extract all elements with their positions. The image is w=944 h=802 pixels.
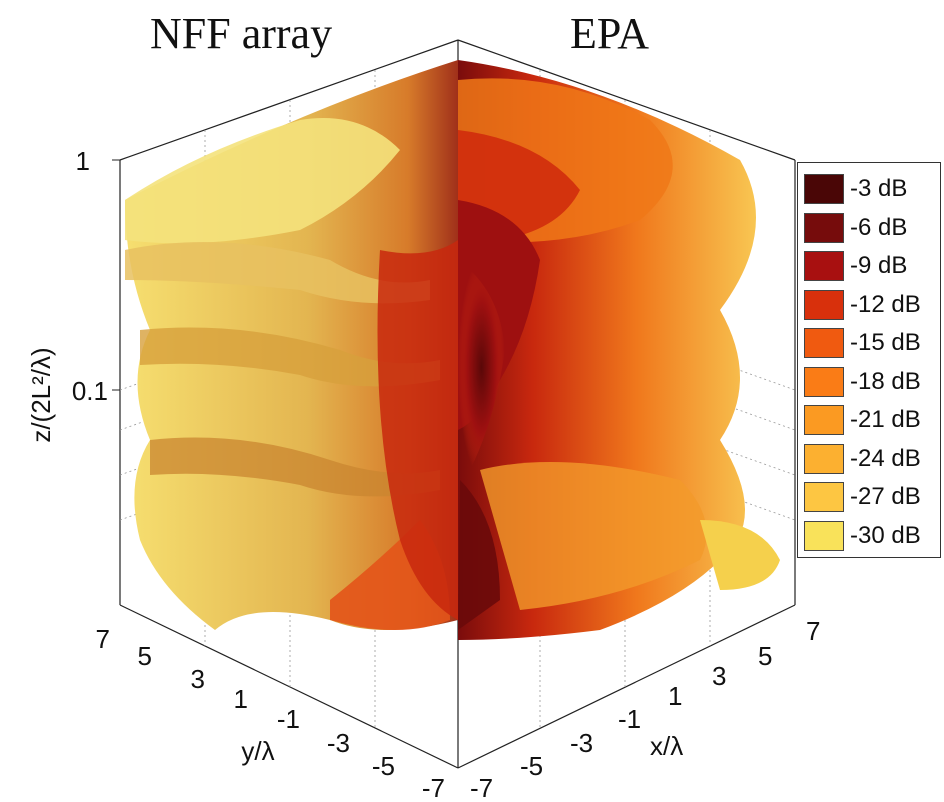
- legend-item: -30 dB: [804, 518, 921, 554]
- y-tick-label: -5: [372, 751, 395, 781]
- y-tick-label: 5: [138, 641, 152, 671]
- x-tick-label: -3: [570, 728, 593, 758]
- x-tick-label: -7: [470, 773, 493, 802]
- x-tick-label: 3: [712, 661, 726, 691]
- epa-isosurfaces: [458, 60, 780, 640]
- legend-label: -3 dB: [850, 175, 908, 202]
- legend-item: -6 dB: [804, 210, 907, 246]
- legend-item: -3 dB: [804, 171, 907, 207]
- legend-swatch: [804, 443, 844, 474]
- z-tick-label: 1: [76, 146, 90, 176]
- legend-label: -30 dB: [850, 521, 921, 549]
- y-tick-label: -3: [327, 728, 350, 758]
- legend-item: -12 dB: [804, 287, 921, 323]
- legend-label: -12 dB: [850, 290, 921, 318]
- legend-label: -15 dB: [850, 329, 921, 356]
- y-tick-label: 7: [96, 624, 110, 654]
- y-tick-label: -1: [277, 704, 300, 734]
- legend-label: -18 dB: [850, 367, 921, 395]
- panel-title-epa: EPA: [570, 9, 650, 58]
- y-tick-label: 3: [191, 664, 205, 694]
- y-axis-label: y/λ: [241, 736, 274, 766]
- legend-item: -18 dB: [804, 364, 921, 400]
- x-tick-label: 1: [668, 681, 682, 711]
- y-tick-label: -7: [422, 773, 445, 802]
- legend-swatch: [804, 251, 844, 281]
- legend-swatch: [804, 212, 844, 243]
- legend-swatch: [804, 174, 844, 204]
- legend-item: -24 dB: [804, 441, 921, 477]
- z-axis: 1 0.1 z/(2L²/λ): [26, 146, 120, 443]
- panel-title-nff-array: NFF array: [150, 9, 333, 58]
- legend-label: -6 dB: [850, 213, 908, 241]
- legend-swatch: [804, 482, 844, 512]
- nff-array-isosurfaces: [125, 60, 458, 630]
- legend-swatch: [804, 328, 844, 358]
- legend-label: -21 dB: [850, 406, 921, 433]
- legend: -3 dB -6 dB -9 dB -12 dB -15 dB -18 dB -21 dB -…: [797, 162, 941, 558]
- y-axis: 7 5 3 1 -1 -3 -5 -7 y/λ: [96, 624, 445, 802]
- legend-swatch: [804, 366, 844, 397]
- y-tick-label: 1: [234, 684, 248, 714]
- legend-item: -21 dB: [804, 402, 921, 438]
- legend-swatch: [804, 289, 844, 320]
- z-tick-label: 0.1: [72, 376, 108, 406]
- legend-label: -24 dB: [850, 444, 921, 472]
- legend-item: -27 dB: [804, 479, 921, 515]
- x-tick-label: -1: [618, 704, 641, 734]
- x-tick-label: -5: [520, 751, 543, 781]
- legend-item: -15 dB: [804, 325, 921, 361]
- legend-swatch: [804, 520, 844, 551]
- z-axis-label: z/(2L²/λ): [26, 347, 56, 442]
- x-tick-label: 7: [806, 616, 820, 646]
- x-tick-label: 5: [758, 641, 772, 671]
- x-axis-label: x/λ: [650, 731, 683, 761]
- x-axis: -7 -5 -3 -1 1 3 5 7 x/λ: [470, 616, 820, 802]
- legend-label: -9 dB: [850, 252, 908, 279]
- legend-label: -27 dB: [850, 483, 921, 510]
- legend-swatch: [804, 405, 844, 435]
- legend-item: -9 dB: [804, 248, 907, 284]
